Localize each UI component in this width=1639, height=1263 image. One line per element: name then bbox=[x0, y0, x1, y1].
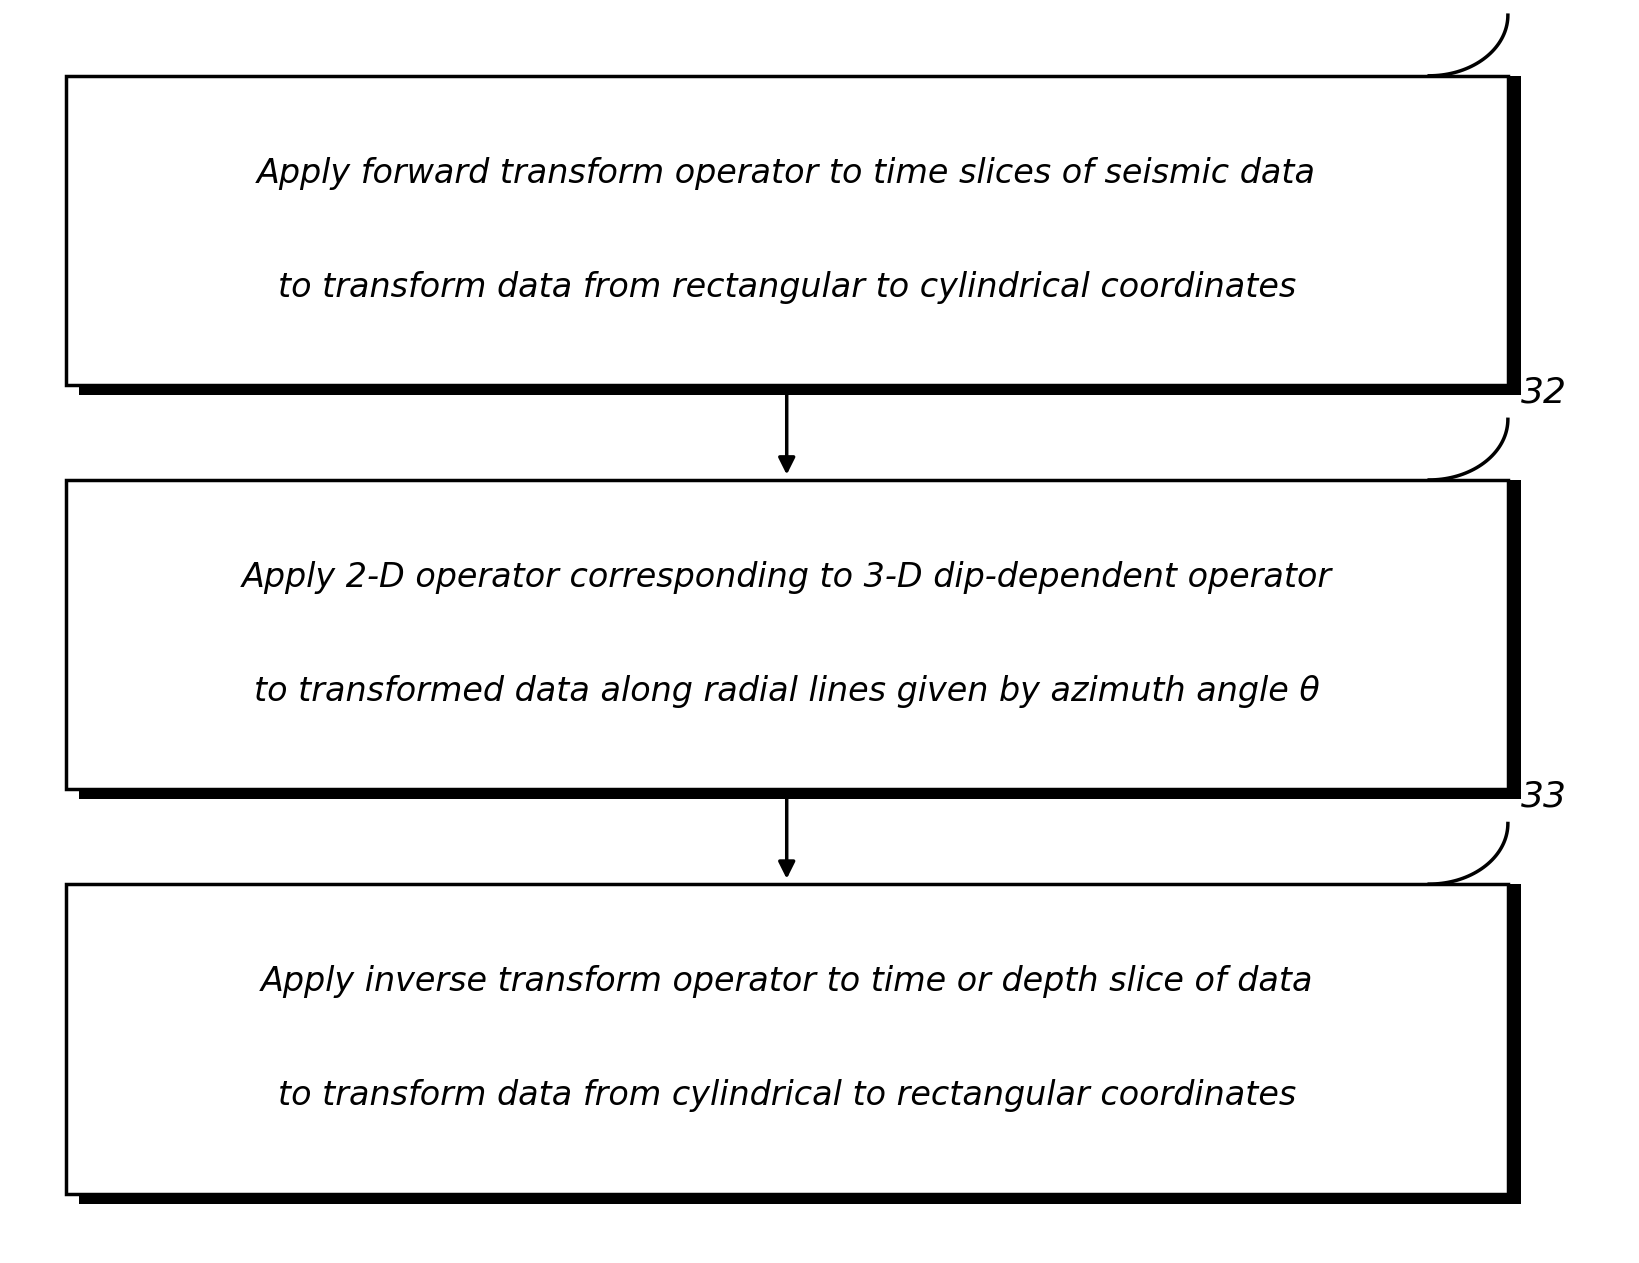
Bar bbox=[66, 480, 1508, 789]
Text: Apply 2-D operator corresponding to 3-D dip-dependent operator: Apply 2-D operator corresponding to 3-D … bbox=[241, 561, 1333, 595]
Polygon shape bbox=[1508, 884, 1521, 1204]
Text: to transform data from cylindrical to rectangular coordinates: to transform data from cylindrical to re… bbox=[277, 1079, 1296, 1113]
Text: 32: 32 bbox=[1521, 375, 1567, 409]
Text: 33: 33 bbox=[1521, 779, 1567, 813]
Polygon shape bbox=[1508, 480, 1521, 799]
Text: Apply inverse transform operator to time or depth slice of data: Apply inverse transform operator to time… bbox=[261, 965, 1313, 999]
Text: Apply forward transform operator to time slices of seismic data: Apply forward transform operator to time… bbox=[257, 157, 1316, 191]
Polygon shape bbox=[79, 1194, 1521, 1204]
Polygon shape bbox=[79, 385, 1521, 395]
Bar bbox=[66, 884, 1508, 1194]
Text: to transformed data along radial lines given by azimuth angle θ: to transformed data along radial lines g… bbox=[254, 674, 1319, 709]
Bar bbox=[66, 76, 1508, 385]
Text: to transform data from rectangular to cylindrical coordinates: to transform data from rectangular to cy… bbox=[277, 270, 1296, 304]
Polygon shape bbox=[1508, 76, 1521, 395]
Text: 31: 31 bbox=[1521, 0, 1567, 5]
Polygon shape bbox=[79, 789, 1521, 799]
